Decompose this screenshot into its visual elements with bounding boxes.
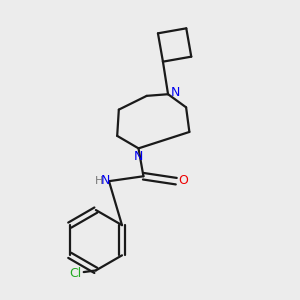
- Text: N: N: [171, 86, 180, 99]
- Text: Cl: Cl: [69, 267, 81, 280]
- Text: N: N: [134, 150, 143, 163]
- Text: N: N: [101, 174, 110, 187]
- Text: H: H: [95, 176, 103, 185]
- Text: O: O: [178, 174, 188, 187]
